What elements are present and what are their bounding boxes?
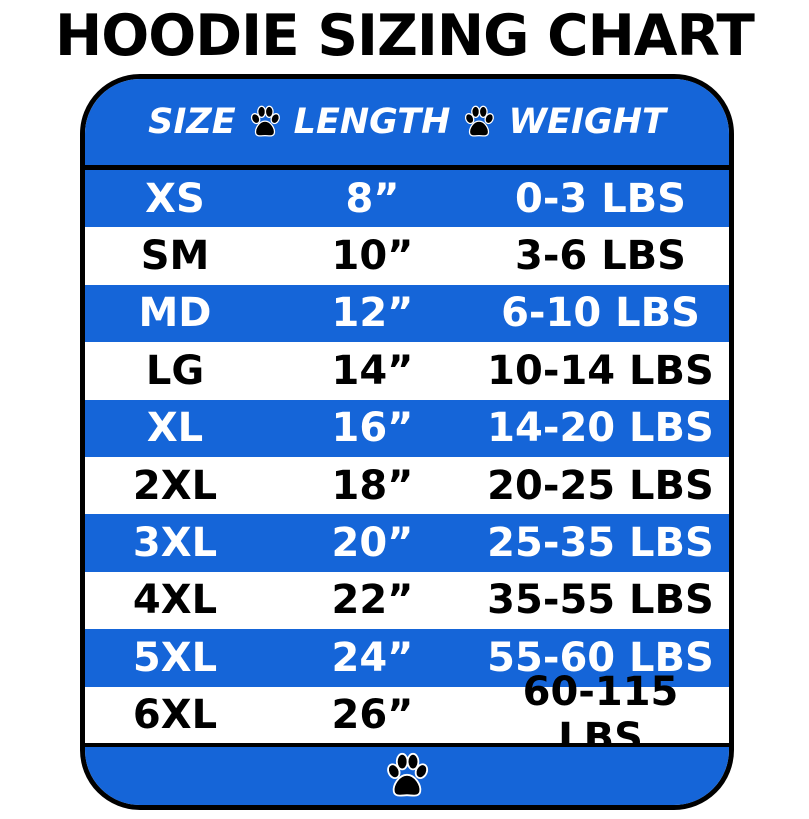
table-body: XS 8” 0-3 LBS SM 10” 3-6 LBS MD 12” 6-10 LBS LG 14… — [85, 170, 729, 761]
paw-icon — [462, 105, 496, 139]
size-cell: LG — [145, 347, 205, 394]
size-cell: MD — [138, 290, 212, 337]
table-footer — [85, 743, 729, 805]
size-cell: SM — [140, 233, 210, 280]
size-table: SIZE LENGTH WEIGHT XS 8” 0-3 LBS SM 10” 3-6 L… — [80, 74, 734, 810]
length-cell: 16” — [331, 405, 414, 452]
header-length: LENGTH — [293, 102, 451, 142]
table-row: XS 8” 0-3 LBS — [85, 170, 729, 228]
length-cell: 18” — [331, 462, 414, 509]
table-row: XL 16” 14-20 LBS — [85, 399, 729, 457]
length-cell: 20” — [331, 520, 414, 567]
header-size: SIZE — [148, 102, 236, 142]
table-row: 6XL 26” 60-115 LBS — [85, 669, 729, 761]
table-row: SM 10” 3-6 LBS — [85, 227, 729, 285]
length-cell: 24” — [331, 634, 414, 681]
size-cell: XL — [146, 405, 204, 452]
size-cell: 2XL — [132, 462, 218, 509]
table-row: LG 14” 10-14 LBS — [85, 342, 729, 400]
length-cell: 14” — [331, 347, 414, 394]
table-row: 5XL 24” 55-60 LBS — [85, 629, 729, 687]
weight-cell: 10-14 LBS — [487, 347, 714, 394]
table-header: SIZE LENGTH WEIGHT — [85, 79, 729, 170]
size-cell: XS — [145, 175, 205, 222]
table-row: 3XL 20” 25-35 LBS — [85, 514, 729, 572]
weight-cell: 6-10 LBS — [501, 290, 700, 337]
table-row: 2XL 18” 20-25 LBS — [85, 456, 729, 515]
weight-cell: 14-20 LBS — [487, 405, 714, 452]
size-cell: 4XL — [132, 577, 218, 624]
length-cell: 26” — [331, 692, 414, 739]
length-cell: 22” — [331, 577, 414, 624]
length-cell: 8” — [345, 175, 400, 222]
size-cell: 5XL — [132, 634, 218, 681]
weight-cell: 55-60 LBS — [487, 634, 714, 681]
page-title: HOODIE SIZING CHART — [55, 3, 755, 69]
paw-icon — [383, 752, 431, 800]
size-cell: 3XL — [132, 520, 218, 567]
paw-icon — [248, 105, 282, 139]
weight-cell: 3-6 LBS — [515, 233, 686, 280]
table-row: MD 12” 6-10 LBS — [85, 284, 729, 343]
weight-cell: 0-3 LBS — [515, 175, 686, 222]
weight-cell: 25-35 LBS — [487, 520, 714, 567]
header-weight: WEIGHT — [508, 102, 666, 142]
length-cell: 12” — [331, 290, 414, 337]
length-cell: 10” — [331, 233, 414, 280]
weight-cell: 35-55 LBS — [487, 577, 714, 624]
table-row: 4XL 22” 35-55 LBS — [85, 571, 729, 630]
size-cell: 6XL — [132, 692, 218, 739]
weight-cell: 20-25 LBS — [487, 462, 714, 509]
